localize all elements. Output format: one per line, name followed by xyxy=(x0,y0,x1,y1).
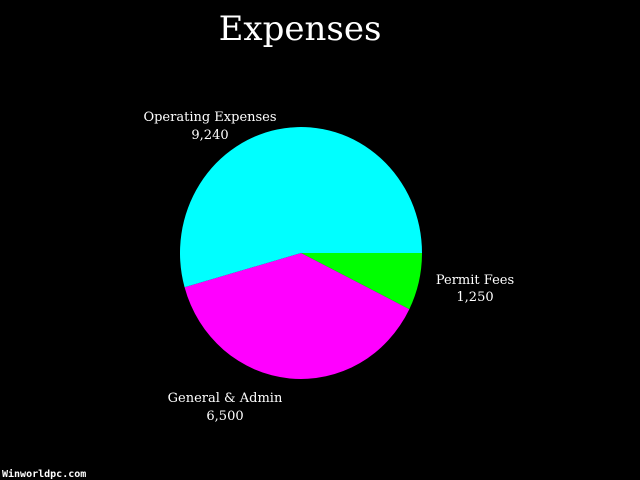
chart-title: Expenses xyxy=(219,9,382,49)
pie-slice-operating-expenses xyxy=(179,127,422,288)
slice-value: 6,500 xyxy=(206,409,243,424)
pie-labels: Permit Fees 1,250 General & Admin 6,500 Oper… xyxy=(143,110,514,424)
slice-label: Operating Expenses xyxy=(143,110,276,125)
slice-label: General & Admin xyxy=(168,391,283,406)
pie-slice-permit-fees xyxy=(301,253,422,310)
slice-label: Permit Fees xyxy=(436,273,514,288)
pie-slice-general-admin xyxy=(184,253,410,380)
slice-value: 9,240 xyxy=(191,128,228,143)
slice-value: 1,250 xyxy=(456,290,493,305)
pie-slices xyxy=(179,127,422,380)
watermark-text: Winworldpc.com xyxy=(2,468,86,480)
